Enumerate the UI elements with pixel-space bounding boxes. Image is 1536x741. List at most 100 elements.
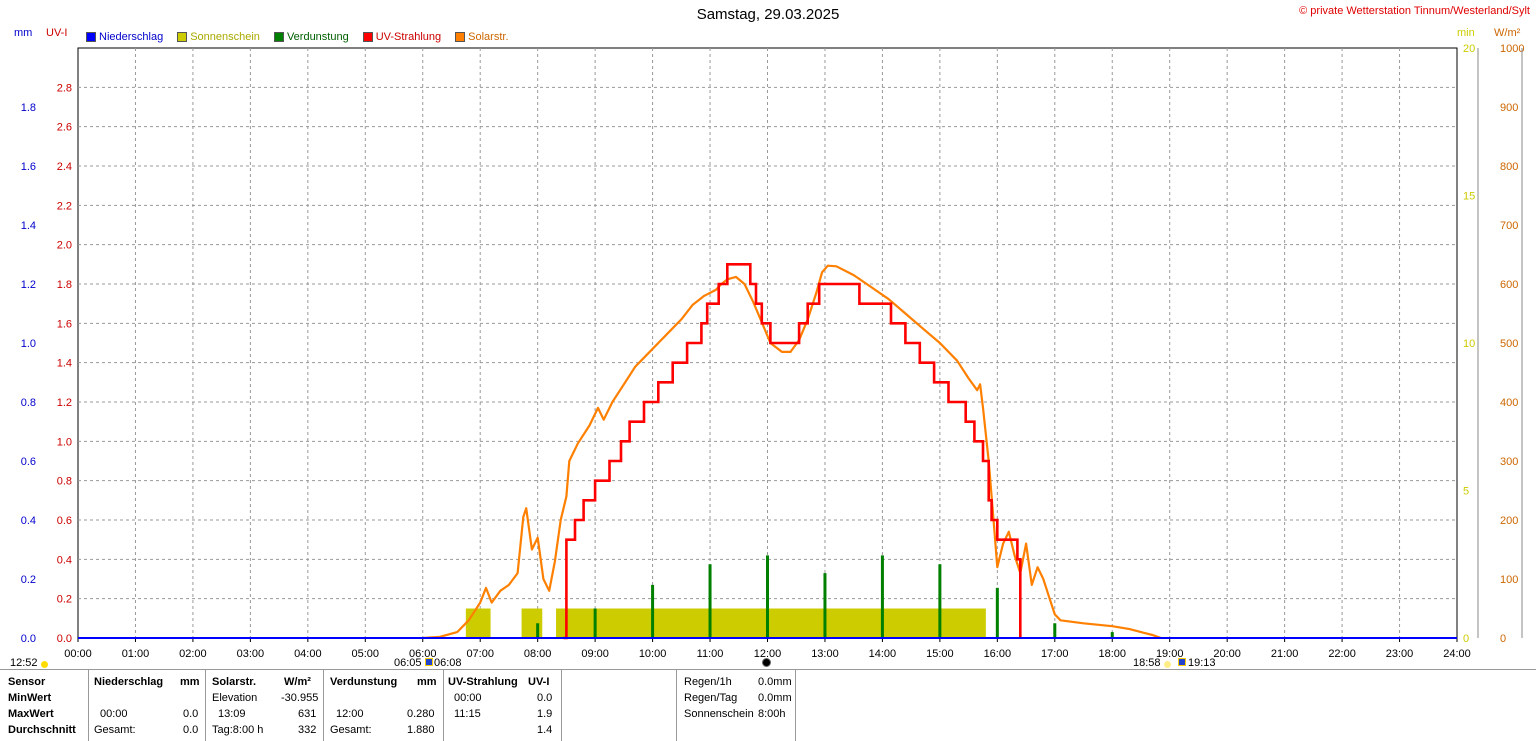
- col-separator: [676, 670, 677, 741]
- sunrise-time-a: 06:05: [394, 657, 422, 669]
- rain-1h: 0.0mm: [758, 676, 792, 688]
- uv-tick-label: 0.0: [57, 633, 72, 645]
- uv-tick-label: 2.0: [57, 240, 72, 252]
- x-tick-label: 12:00: [754, 648, 782, 660]
- evaporation-spike: [593, 608, 597, 638]
- evaporation-spike: [766, 555, 769, 638]
- verdunstung-avg: 1.880: [407, 724, 435, 736]
- legend-item-verdunstung[interactable]: Verdunstung: [273, 31, 349, 43]
- legend-swatch: [177, 32, 188, 42]
- sunshine-bar: [556, 608, 986, 638]
- solar-min-label: Elevation: [212, 692, 258, 704]
- legend-item-niederschlag[interactable]: Niederschlag: [86, 31, 163, 43]
- x-tick-label: 17:00: [1041, 648, 1069, 660]
- mm-tick-label: 1.8: [21, 102, 36, 114]
- uv-line: [563, 262, 1022, 640]
- verdunstung-header: Verdunstung: [330, 676, 398, 688]
- uv-tick-label: 2.2: [57, 200, 72, 212]
- x-tick-label: 13:00: [811, 648, 839, 660]
- uv-max: 1.9: [537, 708, 553, 720]
- mm-tick-label: 0.0: [21, 633, 36, 645]
- legend-item-uv[interactable]: UV-Strahlung: [362, 31, 441, 43]
- x-tick-label: 08:00: [524, 648, 552, 660]
- x-tick-label: 03:00: [237, 648, 265, 660]
- uv-tick-label: 2.8: [57, 82, 72, 94]
- evaporation-spike: [651, 584, 655, 638]
- sunset-time-a: 18:58: [1133, 657, 1161, 669]
- rain-1h-label: Regen/1h: [684, 676, 732, 688]
- uv-tick-label: 1.8: [57, 279, 72, 291]
- x-tick-label: 06:00: [409, 648, 437, 660]
- uv-min-time: 00:00: [454, 692, 482, 704]
- legend-item-sonnenschein[interactable]: Sonnenschein: [177, 31, 260, 43]
- mm-tick-label: 0.4: [21, 515, 36, 527]
- min-tick-label: 15: [1463, 191, 1475, 203]
- uv-avg: 1.4: [537, 724, 553, 736]
- x-tick-label: 20:00: [1213, 648, 1241, 660]
- copyright: © private Wetterstation Tinnum/Westerlan…: [1299, 5, 1530, 17]
- solar-max-time: 13:09: [218, 708, 246, 720]
- uv-max-time: 11:15: [454, 708, 481, 720]
- row-label-max: MaxWert: [8, 708, 54, 720]
- x-tick-label: 10:00: [639, 648, 667, 660]
- legend-item-solar[interactable]: Solarstr.: [455, 31, 509, 43]
- wm2-tick-label: 0: [1500, 633, 1506, 645]
- sunset-time-b: 19:13: [1188, 657, 1216, 669]
- uv-unit: UV-I: [528, 676, 550, 688]
- sensor-header: Sensor: [8, 676, 46, 688]
- x-tick-label: 15:00: [926, 648, 954, 660]
- verdunstung-max-time: 12:00: [336, 708, 364, 720]
- mm-tick-label: 0.6: [21, 456, 36, 468]
- x-tick-label: 19:00: [1156, 648, 1184, 660]
- uv-min: 0.0: [537, 692, 553, 704]
- verdunstung-max: 0.280: [407, 708, 435, 720]
- uv-tick-label: 0.2: [57, 594, 72, 606]
- col-separator: [443, 670, 444, 741]
- x-tick-label: 21:00: [1271, 648, 1299, 660]
- wm2-tick-label: 100: [1500, 574, 1518, 586]
- sunset-icon: [1178, 658, 1186, 666]
- solar-header: Solarstr.: [212, 676, 257, 688]
- sunset-sun-icon: [1164, 661, 1171, 668]
- evaporation-spike: [536, 623, 540, 638]
- legend-label: Solarstr.: [468, 31, 509, 43]
- x-tick-label: 23:00: [1386, 648, 1414, 660]
- solar-avg: 332: [298, 724, 317, 736]
- mm-tick-label: 1.2: [21, 279, 36, 291]
- legend-swatch: [455, 32, 466, 42]
- chart-title: Samstag, 29.03.2025: [696, 6, 840, 23]
- x-tick-label: 04:00: [294, 648, 322, 660]
- uv-tick-label: 0.8: [57, 476, 72, 488]
- col-separator: [205, 670, 206, 741]
- evaporation-spike: [995, 587, 999, 638]
- wm2-axis-unit: W/m²: [1494, 27, 1521, 39]
- wm2-tick-label: 200: [1500, 515, 1518, 527]
- mm-tick-label: 1.4: [21, 220, 36, 232]
- niederschlag-max-time: 00:00: [100, 708, 128, 720]
- wm2-tick-label: 600: [1500, 279, 1518, 291]
- evaporation-spike: [880, 555, 884, 638]
- x-tick-label: 00:00: [64, 648, 92, 660]
- niederschlag-avg: 0.0: [183, 724, 199, 736]
- wm2-tick-label: 700: [1500, 220, 1518, 232]
- solar-max: 631: [298, 708, 317, 720]
- sun-icon: [41, 661, 48, 668]
- evaporation-spike: [1110, 632, 1114, 638]
- row-label-min: MinWert: [8, 692, 52, 704]
- min-tick-label: 10: [1463, 338, 1475, 350]
- x-tick-label: 11:00: [697, 648, 724, 660]
- evaporation-spike: [823, 573, 827, 638]
- uv-tick-label: 1.2: [57, 397, 72, 409]
- x-tick-label: 09:00: [581, 648, 609, 660]
- mm-tick-label: 1.0: [21, 338, 36, 350]
- sunshine-value: 8:00h: [758, 708, 786, 720]
- rain-day: 0.0mm: [758, 692, 792, 704]
- sunshine-bar: [465, 608, 491, 638]
- col-separator: [795, 670, 796, 741]
- min-axis-unit: min: [1457, 27, 1475, 39]
- x-tick-label: 22:00: [1328, 648, 1356, 660]
- legend-label: Niederschlag: [99, 31, 164, 43]
- uv-tick-label: 1.4: [57, 358, 72, 370]
- legend: Niederschlag Sonnenschein Verdunstung UV…: [86, 31, 509, 43]
